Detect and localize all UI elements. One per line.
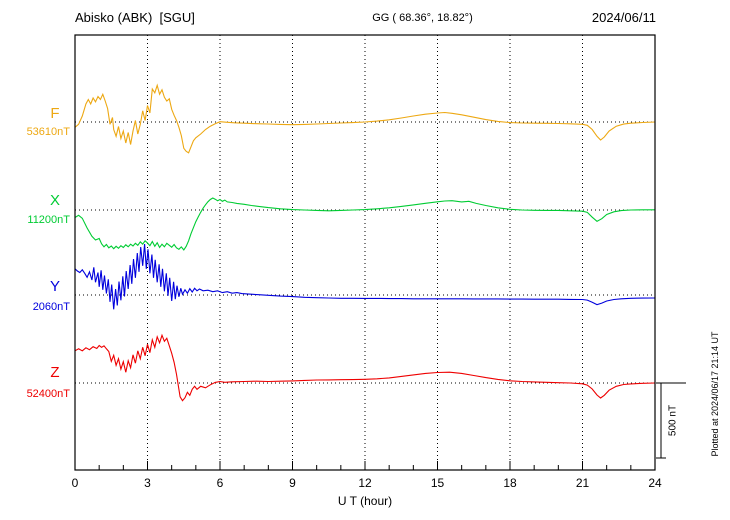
- x-tick-label: 12: [358, 476, 372, 490]
- x-tick-label: 9: [289, 476, 296, 490]
- x-tick-label: 24: [648, 476, 662, 490]
- trace-label-z: Z: [50, 364, 60, 381]
- trace-label-f: F: [50, 105, 60, 122]
- trace-baseline-value-z: 52400nT: [26, 388, 70, 400]
- plotted-at-note: Plotted at 2024/06/17 21:14 UT: [710, 331, 720, 457]
- x-tick-label: 6: [216, 476, 224, 490]
- trace-label-y: Y: [49, 278, 60, 295]
- plot-date: 2024/06/11: [591, 10, 656, 25]
- x-axis-title: U T (hour): [337, 494, 393, 508]
- trace-Y: [74, 243, 656, 310]
- trace-baseline-value-x: 11200nT: [27, 214, 70, 226]
- plot-border: [74, 34, 656, 471]
- scale-bar-label: 500 nT: [667, 404, 679, 437]
- x-tick-label: 21: [575, 476, 590, 490]
- trace-F: [74, 83, 656, 154]
- trace-label-x: X: [49, 192, 60, 209]
- x-tick-label: 15: [430, 476, 445, 490]
- trace-Z: [74, 333, 656, 402]
- station-title: Abisko (ABK) [SGU]: [75, 10, 195, 25]
- trace-baseline-value-f: 53610nT: [26, 126, 70, 138]
- x-tick-label: 18: [503, 476, 517, 490]
- x-tick-label: 3: [144, 476, 151, 490]
- x-tick-label: 0: [71, 476, 79, 490]
- trace-X: [74, 197, 655, 251]
- trace-baseline-value-y: 2060nT: [32, 301, 70, 313]
- geographic-coordinates: GG ( 68.36°, 18.82°): [372, 12, 473, 24]
